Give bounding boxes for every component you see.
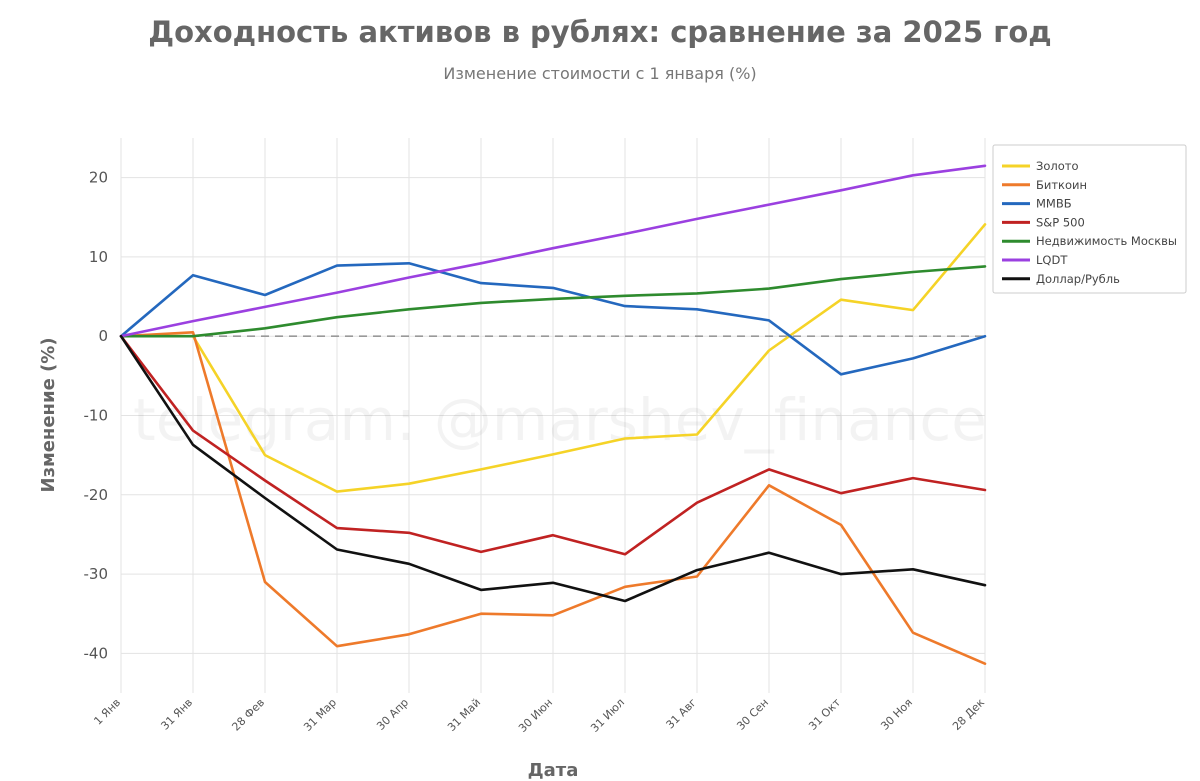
x-tick-label: 31 Янв <box>158 696 195 733</box>
y-axis-ticks: 20 10 0 -10 -20 -30 -40 <box>84 169 109 663</box>
legend-label: Золото <box>1036 159 1079 173</box>
legend-label: LQDT <box>1036 253 1068 267</box>
x-tick-label: 31 Окт <box>806 696 843 733</box>
legend-label: Недвижимость Москвы <box>1036 234 1177 248</box>
y-tick-label: 0 <box>98 327 108 345</box>
y-tick-label: -10 <box>84 407 109 425</box>
x-tick-label: 30 Сен <box>734 696 771 733</box>
x-tick-label: 28 Фев <box>229 696 267 734</box>
x-tick-label: 30 Апр <box>374 696 411 733</box>
watermark: telegram: @marshev_finance <box>133 386 987 454</box>
legend-box <box>992 144 1187 294</box>
x-tick-label: 30 Ноя <box>878 696 915 733</box>
x-tick-label: 30 Июн <box>516 696 555 735</box>
series-line-2 <box>119 261 987 376</box>
y-tick-label: 20 <box>89 169 108 187</box>
series-line-5 <box>119 164 987 338</box>
x-tick-label: 28 Дек <box>950 696 987 733</box>
series-line-3 <box>119 334 987 556</box>
x-tick-label: 1 Янв <box>91 696 123 728</box>
x-tick-label: 31 Мар <box>301 696 339 734</box>
series-line-1 <box>119 330 987 666</box>
series-line-0 <box>119 223 987 493</box>
x-axis-title: Дата <box>528 760 579 781</box>
legend-label: Доллар/Рубль <box>1036 272 1120 286</box>
y-tick-label: -30 <box>84 565 109 583</box>
x-tick-label: 31 Июл <box>588 696 627 735</box>
x-tick-label: 31 Май <box>445 696 483 734</box>
x-tick-label: 31 Авг <box>664 696 700 732</box>
chart-title: Доходность активов в рублях: сравнение з… <box>148 15 1051 49</box>
series-line-6 <box>119 334 987 603</box>
y-tick-label: -20 <box>84 486 109 504</box>
legend: Золото Биткоин ММВБ S&P 500 Недвижимость Мос… <box>992 144 1187 294</box>
legend-label: ММВБ <box>1036 197 1072 211</box>
series-lines <box>119 164 987 666</box>
series-line-4 <box>119 265 987 338</box>
y-tick-label: 10 <box>89 248 108 266</box>
x-axis-ticks: 1 Янв 31 Янв 28 Фев 31 Мар 30 Апр 31 Май 30 Ию… <box>91 696 987 735</box>
legend-label: S&P 500 <box>1036 215 1085 229</box>
grid <box>120 138 986 693</box>
legend-label: Биткоин <box>1036 178 1087 192</box>
y-axis-title: Изменение (%) <box>38 337 59 492</box>
chart-subtitle: Изменение стоимости с 1 января (%) <box>443 64 756 83</box>
y-tick-label: -40 <box>84 644 109 662</box>
